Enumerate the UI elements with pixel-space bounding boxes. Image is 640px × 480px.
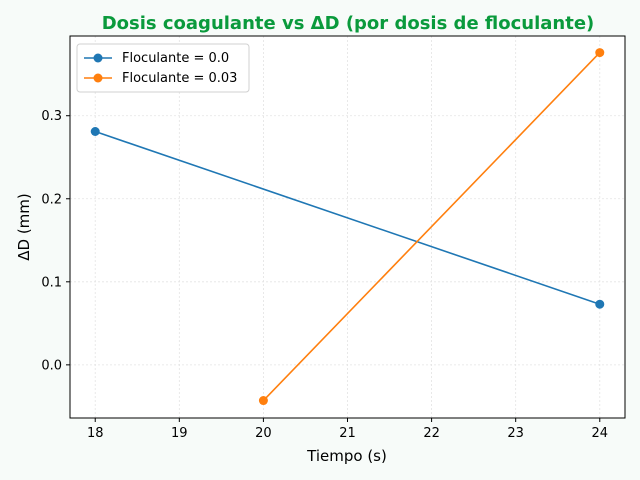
series-line-0	[94, 130, 601, 305]
data-point-0-0	[90, 127, 100, 136]
data-point-1-1	[595, 48, 605, 58]
x-axis-label: Tiempo (s)	[306, 447, 387, 465]
x-axis-ticks: 18 19 20 21 22 23 24	[87, 418, 608, 441]
x-tick-label: 23	[507, 426, 524, 441]
x-tick-label: 21	[339, 426, 356, 441]
legend-label-floculante-0: Floculante = 0.0	[122, 51, 229, 66]
data-point-0-1	[595, 299, 605, 309]
series-line-1	[262, 52, 601, 402]
data-point-1-0	[258, 396, 268, 406]
legend-marker-floculante-003	[93, 73, 103, 83]
grid	[70, 36, 625, 418]
y-tick-label: 0.2	[41, 192, 62, 207]
series-layer	[90, 48, 605, 406]
legend: Floculante = 0.0 Floculante = 0.03	[76, 43, 250, 93]
x-tick-label: 19	[171, 426, 188, 441]
chart-title: Dosis coagulante vs ΔD (por dosis de flo…	[102, 13, 595, 34]
y-tick-label: 0.3	[41, 109, 62, 124]
y-tick-label: 0.1	[41, 275, 62, 290]
legend-label-floculante-003: Floculante = 0.03	[122, 71, 237, 86]
legend-box	[76, 43, 250, 93]
x-tick-label: 22	[423, 426, 440, 441]
x-tick-label: 20	[255, 426, 272, 441]
y-axis-label: ΔD (mm)	[15, 193, 33, 261]
legend-marker-floculante-0	[93, 53, 103, 63]
y-tick-label: 0.0	[41, 358, 62, 373]
y-axis-ticks: 0.0 0.1 0.2 0.3	[41, 109, 70, 373]
x-tick-label: 24	[591, 426, 608, 441]
plot-area	[70, 36, 625, 418]
x-tick-label: 18	[87, 426, 104, 441]
